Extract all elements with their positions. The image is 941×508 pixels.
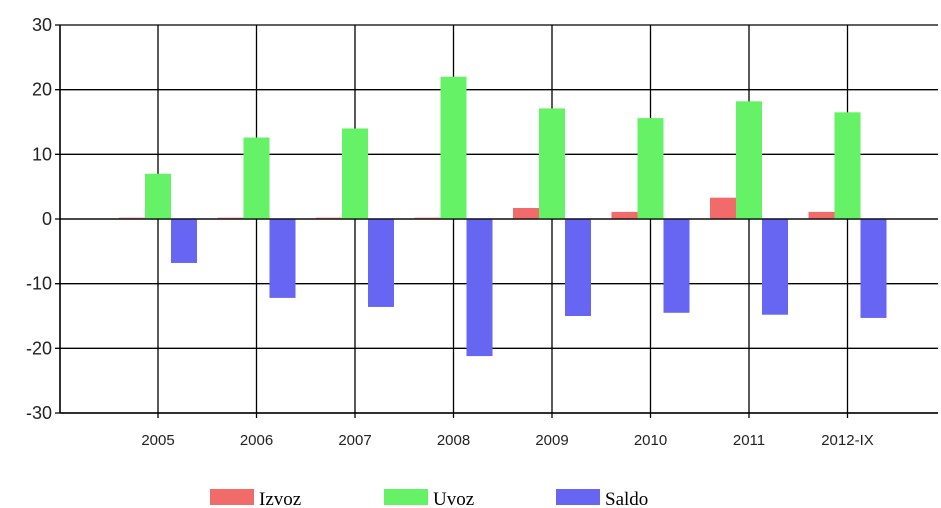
bar-uvoz — [539, 108, 565, 219]
x-tick-label: 2012-IX — [821, 432, 874, 449]
bar-saldo — [663, 219, 690, 313]
bar-uvoz — [440, 76, 467, 219]
y-tick-label: -30 — [26, 403, 52, 423]
legend-label-uvoz: Uvoz — [433, 489, 474, 508]
bar-saldo — [171, 219, 197, 263]
x-tick-label: 2006 — [240, 432, 273, 449]
x-tick-label: 2007 — [338, 432, 371, 449]
bar-saldo — [565, 219, 591, 316]
bar-izvoz — [808, 211, 835, 219]
y-tick-label: 10 — [32, 144, 52, 164]
bar-saldo — [860, 219, 887, 318]
bars — [119, 76, 887, 357]
y-tick-label: 20 — [32, 80, 52, 100]
bar-uvoz — [637, 118, 664, 219]
bar-uvoz — [145, 173, 171, 219]
bar-izvoz — [513, 208, 539, 219]
bar-uvoz — [342, 128, 368, 219]
y-tick-label: -20 — [26, 338, 52, 358]
bar-uvoz — [736, 101, 762, 219]
bar-izvoz — [710, 197, 736, 219]
y-tick-labels: -30 -20 -10 0 10 20 30 — [26, 15, 52, 423]
x-tick-label: 2008 — [437, 432, 470, 449]
y-tick-label: -10 — [26, 274, 52, 294]
legend: Izvoz Uvoz Saldo — [210, 489, 648, 508]
bar-saldo — [368, 219, 394, 307]
bar-uvoz — [243, 137, 270, 219]
legend-label-izvoz: Izvoz — [259, 489, 301, 508]
x-tick-label: 2010 — [634, 432, 667, 449]
bar-izvoz — [611, 211, 638, 219]
x-tick-labels: 2005 2006 2007 2008 2009 2010 2011 2012-IX — [141, 432, 873, 449]
y-tick-label: 30 — [32, 15, 52, 35]
legend-swatch-saldo — [556, 489, 600, 505]
legend-label-saldo: Saldo — [605, 489, 648, 508]
axes — [59, 25, 938, 414]
x-tick-label: 2005 — [141, 432, 174, 449]
legend-swatch-uvoz — [384, 489, 428, 505]
legend-swatch-izvoz — [210, 489, 254, 505]
x-tick-label: 2011 — [733, 432, 765, 449]
bar-saldo — [762, 219, 788, 315]
y-tick-label: 0 — [42, 209, 52, 229]
bar-saldo — [466, 219, 493, 357]
x-tick-label: 2009 — [535, 432, 568, 449]
bar-saldo — [269, 219, 296, 298]
bar-uvoz — [834, 112, 861, 219]
